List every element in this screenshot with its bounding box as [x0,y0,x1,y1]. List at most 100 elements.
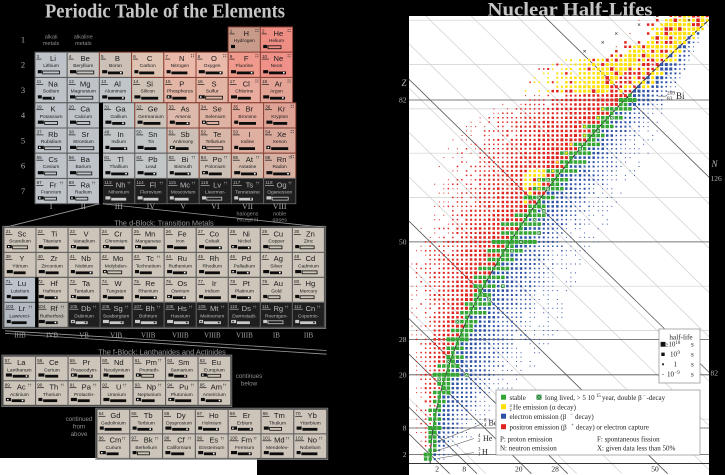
svg-text:IIB: IIB [304,332,314,340]
svg-text:91: 91 [70,382,76,387]
svg-text:Cesium: Cesium [43,164,60,170]
svg-text:Lead: Lead [145,164,156,170]
svg-text:7: 7 [165,54,168,59]
svg-text:Li: Li [50,54,56,63]
svg-text:Rf: Rf [50,304,58,313]
svg-text:1: 1 [478,453,481,458]
svg-text:−: − [570,413,573,418]
svg-text:1: 1 [230,29,233,34]
svg-text:10: 10 [670,351,678,359]
svg-text:Titanium: Titanium [43,239,62,245]
svg-text:from: from [73,424,85,431]
svg-text:At: At [246,155,254,164]
svg-text:Pu: Pu [179,383,188,392]
svg-text:††: †† [285,305,289,309]
svg-text:Mendelev-: Mendelev- [266,445,289,451]
svg-text:50: 50 [399,238,407,247]
svg-text:15: 15 [596,394,601,399]
svg-text:Moscovium: Moscovium [171,190,196,196]
svg-text:60: 60 [102,358,108,363]
svg-text:71: 71 [6,279,12,284]
svg-text:Tl: Tl [117,155,124,164]
svg-text:above: above [71,431,88,438]
svg-text:76: 76 [166,279,172,284]
svg-text:Sg: Sg [113,304,122,313]
svg-text:82: 82 [711,369,719,378]
svg-text:s: s [691,351,694,359]
svg-text:††: †† [127,181,131,185]
svg-text:Y: Y [19,254,24,263]
svg-text:20: 20 [515,465,523,474]
svg-text:Ag: Ag [274,254,283,263]
svg-text:Lu: Lu [18,279,26,288]
svg-text:††: †† [288,156,292,160]
svg-text:Zinc: Zinc [304,239,314,245]
svg-text:VIIIB: VIIIB [236,332,253,340]
svg-text:Osmium: Osmium [171,288,189,294]
svg-text:Be: Be [81,54,90,63]
svg-text:Ni: Ni [243,229,250,238]
svg-text:Carbon: Carbon [140,63,156,69]
svg-text:year, double β: year, double β [602,394,642,402]
svg-text:No: No [307,436,317,445]
svg-text:8: 8 [198,54,201,59]
svg-text:4: 4 [484,424,487,429]
svg-text:††: †† [190,383,194,387]
svg-text:47: 47 [262,254,268,259]
svg-text:2: 2 [262,29,265,34]
svg-text:Oxygen: Oxygen [204,63,221,69]
svg-text:1: 1 [21,34,25,44]
svg-text:Tellurium: Tellurium [206,139,226,145]
svg-text:Cm: Cm [109,436,121,445]
svg-text:4: 4 [510,403,513,408]
svg-text:3: 3 [478,448,481,453]
svg-text:††: †† [224,181,228,185]
svg-text:2: 2 [435,465,439,474]
svg-text:Protactin-: Protactin- [74,392,95,398]
svg-text:16: 16 [198,79,204,84]
svg-text:Cf: Cf [177,436,185,445]
svg-text:55: 55 [37,155,43,160]
svg-text:57: 57 [5,358,11,363]
svg-text:65: 65 [131,411,137,416]
svg-text:Krypton: Krypton [271,114,288,120]
svg-text:metals: metals [75,41,92,47]
svg-text:19: 19 [37,104,43,109]
svg-text:Tin: Tin [148,139,155,145]
svg-text:68: 68 [230,411,236,416]
svg-text:††: †† [253,436,257,440]
svg-text:††: †† [155,436,159,440]
svg-text:Nb: Nb [81,254,91,263]
svg-text:Prometh-: Prometh- [139,367,159,373]
svg-text:Ta: Ta [82,279,91,288]
svg-text:Thulium: Thulium [269,420,286,426]
svg-text:Ts: Ts [246,180,254,189]
svg-text:Germanium: Germanium [138,114,164,120]
svg-text:Ra: Ra [80,180,90,189]
svg-text:VIB: VIB [110,332,122,340]
svg-text:18: 18 [262,79,268,84]
svg-text:Niobium: Niobium [75,263,93,269]
svg-text:+: + [571,424,574,429]
svg-text:14: 14 [133,79,139,84]
svg-text:††: †† [253,305,257,309]
svg-text:73: 73 [70,279,76,284]
svg-text:97: 97 [131,436,137,441]
svg-text:36: 36 [265,104,271,109]
svg-text:Tm: Tm [274,411,285,420]
svg-text:Og: Og [277,180,287,189]
svg-text:VI: VI [211,202,220,211]
svg-text:9: 9 [230,54,233,59]
svg-text:Cobalt: Cobalt [205,239,220,245]
svg-text:85: 85 [233,155,239,160]
svg-text:P: proton emission: P: proton emission [500,436,553,444]
svg-text:Hassium: Hassium [171,313,190,319]
svg-text:94: 94 [167,382,173,387]
svg-text:Strontium: Strontium [73,139,94,145]
svg-text:Berkelium: Berkelium [135,445,157,451]
svg-text:112: 112 [294,304,302,309]
svg-text:10: 10 [262,54,268,59]
svg-text:Pb: Pb [148,155,157,164]
svg-text:Neptunium: Neptunium [137,392,161,398]
svg-text:61: 61 [135,358,141,363]
